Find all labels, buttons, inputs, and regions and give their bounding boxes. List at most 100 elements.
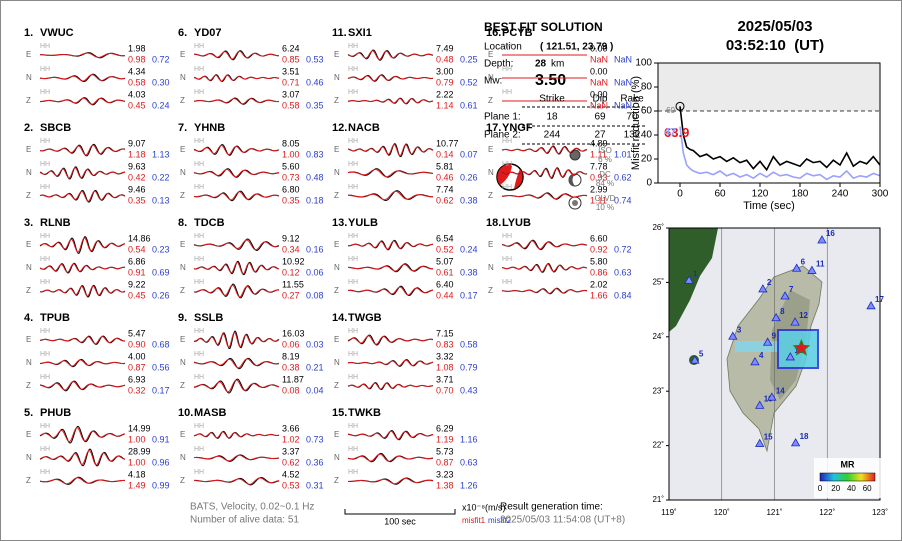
misfit2: 0.99 bbox=[152, 480, 170, 490]
misfit2: 0.56 bbox=[152, 362, 170, 372]
amplitude: 9.63 bbox=[128, 161, 146, 171]
misfit1: 0.52 bbox=[436, 244, 454, 254]
amplitude: 9.07 bbox=[128, 138, 146, 148]
misfit1: NaN bbox=[590, 100, 608, 110]
station-marker bbox=[866, 300, 876, 310]
component: E bbox=[334, 145, 339, 154]
station-number: 2. bbox=[24, 122, 33, 134]
amplitude: 4.34 bbox=[128, 66, 146, 76]
channel: HH bbox=[348, 351, 358, 358]
misfit2: 0.61 bbox=[460, 100, 478, 110]
channel: HH bbox=[502, 279, 512, 286]
station-label: 18 bbox=[800, 432, 809, 441]
misfit1: 0.12 bbox=[282, 267, 300, 277]
component: Z bbox=[180, 476, 185, 485]
channel: HH bbox=[502, 89, 512, 96]
station-label: 5 bbox=[699, 349, 704, 358]
channel: HH bbox=[348, 184, 358, 191]
waveform-synthetic bbox=[347, 143, 434, 157]
station-label: 15 bbox=[764, 433, 773, 442]
misfit1: 0.86 bbox=[590, 267, 608, 277]
y-tick-label: 23˚ bbox=[652, 386, 664, 395]
waveform-synthetic bbox=[501, 288, 588, 294]
misfit2: 0.23 bbox=[152, 244, 170, 254]
component: Z bbox=[488, 286, 493, 295]
amplitude: 6.80 bbox=[282, 184, 300, 194]
amplitude: 6.93 bbox=[128, 374, 146, 384]
result-label: Result generation time: bbox=[500, 502, 603, 513]
misfit2: 0.72 bbox=[614, 244, 632, 254]
plane-value: 132 bbox=[624, 130, 641, 141]
component: Z bbox=[334, 96, 339, 105]
misfit2: 0.38 bbox=[460, 267, 478, 277]
misfit2: 1.01 bbox=[614, 149, 632, 159]
misfit2: 0.08 bbox=[306, 290, 324, 300]
y-tick-label: 22˚ bbox=[652, 441, 664, 450]
misfit1: 0.45 bbox=[128, 100, 146, 110]
channel: HH bbox=[194, 423, 204, 430]
waveform-synthetic bbox=[193, 379, 280, 393]
best-marker bbox=[675, 101, 685, 111]
misfit2: NaN bbox=[614, 100, 632, 110]
component: E bbox=[26, 335, 31, 344]
colorbar-tick: 60 bbox=[863, 484, 872, 493]
misfit2: 0.35 bbox=[306, 100, 324, 110]
channel: HH bbox=[194, 279, 204, 286]
amplitude: 3.66 bbox=[282, 423, 300, 433]
misfit2: 1.13 bbox=[152, 149, 170, 159]
station-label: 2 bbox=[767, 278, 772, 287]
amplitude: 5.47 bbox=[128, 328, 146, 338]
component: N bbox=[26, 168, 32, 177]
misfit2: 0.21 bbox=[306, 362, 324, 372]
plane-label: Plane 1: bbox=[484, 112, 521, 123]
waveform-synthetic bbox=[39, 97, 126, 105]
station-label: 16 bbox=[826, 229, 835, 238]
station-name: YD07 bbox=[194, 27, 222, 39]
x-tick-label: 122˚ bbox=[819, 508, 835, 517]
component: Z bbox=[334, 286, 339, 295]
channel: HH bbox=[194, 138, 204, 145]
waveform-synthetic bbox=[39, 335, 126, 345]
channel: HH bbox=[348, 138, 358, 145]
amplitude: 9.46 bbox=[128, 184, 146, 194]
component: Z bbox=[488, 96, 493, 105]
waveform-synthetic bbox=[347, 98, 434, 104]
mw-label: Mw: bbox=[484, 76, 502, 87]
station-label: 6 bbox=[801, 257, 806, 266]
channel: HH bbox=[194, 446, 204, 453]
mechanism-value: 10 % bbox=[596, 203, 614, 212]
misfit2: 0.31 bbox=[306, 480, 324, 490]
misfit1: 0.35 bbox=[128, 195, 146, 205]
station-marker bbox=[791, 263, 802, 272]
misfit2: 0.74 bbox=[614, 195, 632, 205]
component: E bbox=[180, 335, 185, 344]
amplitude: 5.80 bbox=[590, 256, 608, 266]
station-label: 4 bbox=[759, 351, 764, 360]
channel: HH bbox=[40, 89, 50, 96]
amplitude: 6.54 bbox=[436, 233, 454, 243]
mechanism-value: 6 % bbox=[598, 155, 612, 164]
misfit2: 0.26 bbox=[152, 290, 170, 300]
station-marker bbox=[767, 392, 777, 401]
component: N bbox=[334, 263, 340, 272]
y-tick-label: 24˚ bbox=[652, 332, 664, 341]
misfit2: 0.38 bbox=[460, 195, 478, 205]
channel: HH bbox=[40, 446, 50, 453]
misfit2: 0.46 bbox=[306, 77, 324, 87]
misfit1: 0.53 bbox=[282, 480, 300, 490]
misfit1: 1.66 bbox=[590, 290, 608, 300]
misfit1: 0.14 bbox=[436, 149, 454, 159]
waveform-synthetic bbox=[347, 190, 434, 201]
plane-value: 69 bbox=[594, 112, 606, 123]
misfit1: 1.08 bbox=[436, 362, 454, 372]
misfit2: 0.24 bbox=[460, 244, 478, 254]
waveform-synthetic bbox=[39, 74, 126, 82]
mw: 3.50 bbox=[535, 72, 566, 89]
component: N bbox=[180, 358, 186, 367]
component: E bbox=[334, 240, 339, 249]
waveform-synthetic bbox=[193, 144, 280, 156]
component: N bbox=[180, 453, 186, 462]
component: N bbox=[26, 358, 32, 367]
misfit2: 0.52 bbox=[460, 77, 478, 87]
